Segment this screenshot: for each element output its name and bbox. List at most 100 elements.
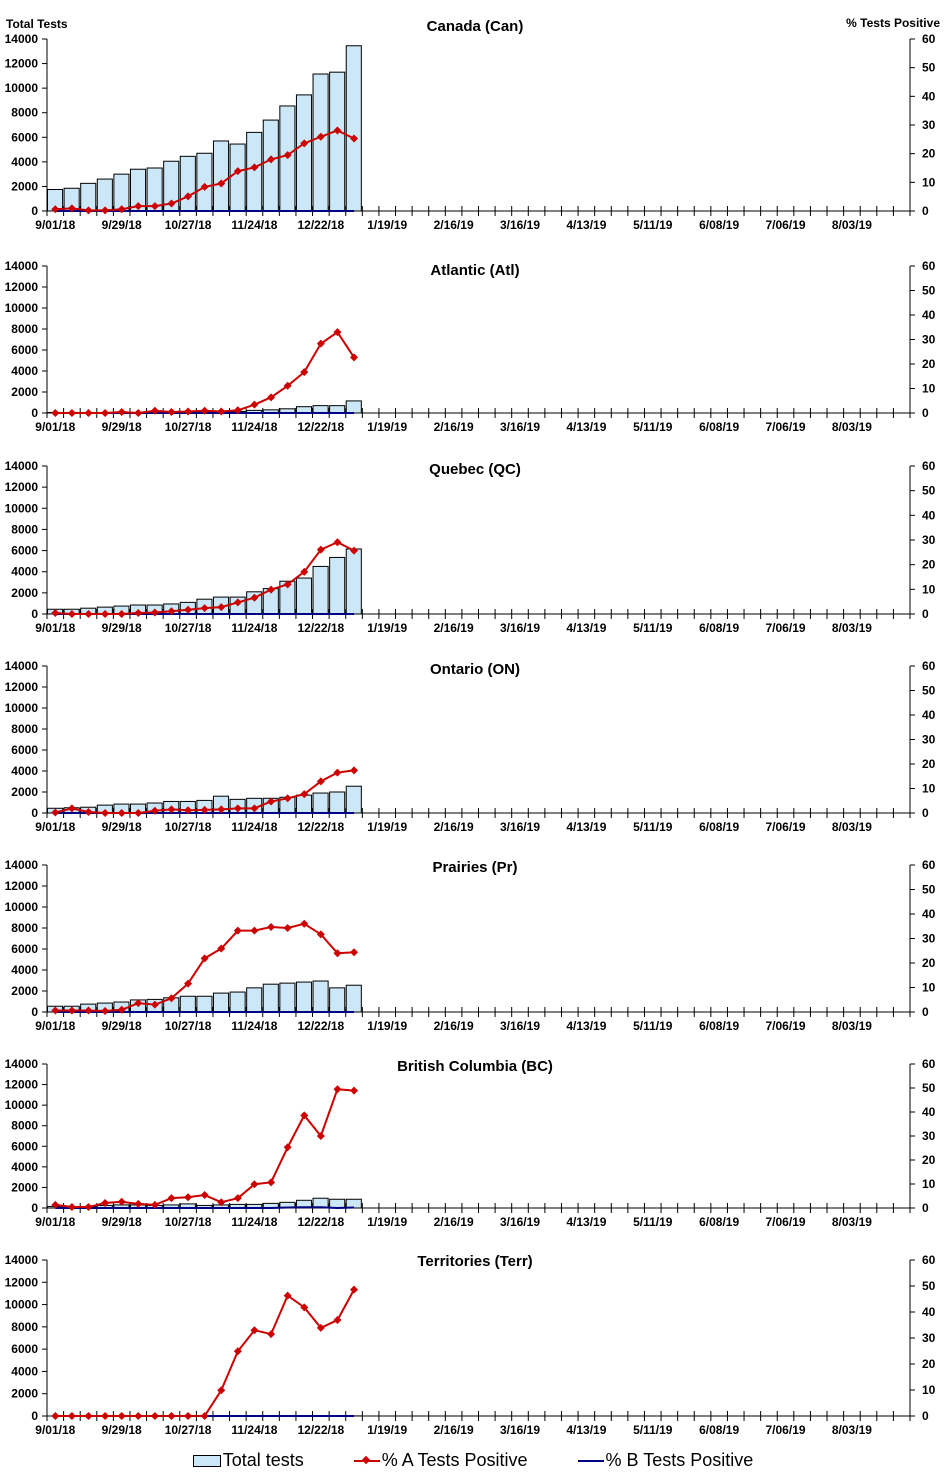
- left-tick-label: 4000: [11, 565, 38, 579]
- bar-total-tests: [329, 1198, 346, 1209]
- left-tick-label: 12000: [5, 480, 39, 494]
- y-axis-label: Total Tests: [6, 17, 68, 31]
- legend-pct-b: % B Tests Positive: [577, 1450, 754, 1471]
- right-tick-label: 50: [922, 484, 936, 498]
- point-pct-a: [217, 407, 226, 416]
- chart-title: British Columbia (BC): [397, 1058, 553, 1075]
- x-tick-label: 2/16/19: [434, 1423, 474, 1437]
- left-tick-label: 10000: [5, 701, 39, 715]
- right-tick-label: 30: [922, 733, 936, 747]
- point-pct-a: [117, 1197, 126, 1206]
- right-tick-label: 30: [922, 932, 936, 946]
- x-tick-label: 5/11/19: [633, 218, 673, 232]
- left-tick-label: 8000: [11, 722, 38, 736]
- point-pct-a: [134, 809, 143, 817]
- x-tick-label: 8/03/19: [832, 1423, 872, 1437]
- point-pct-a: [217, 944, 226, 953]
- x-tick-label: 1/19/19: [367, 1423, 407, 1437]
- x-tick-label: 3/16/19: [500, 1423, 540, 1437]
- x-tick-label: 1/19/19: [367, 820, 407, 834]
- panel-1: Atlantic (Atl) 0 2000 4000 6000 8000 10000 1200…: [5, 259, 936, 434]
- left-tick-label: 2000: [11, 1180, 38, 1194]
- point-pct-a: [217, 179, 226, 188]
- right-tick-label: 50: [922, 1081, 936, 1095]
- x-tick-label: 3/16/19: [500, 1019, 540, 1033]
- right-tick-label: 10: [922, 175, 936, 189]
- x-tick-label: 9/01/18: [35, 621, 75, 635]
- point-pct-a: [134, 609, 143, 618]
- point-pct-a: [350, 1086, 359, 1095]
- point-pct-a: [200, 954, 209, 963]
- legend-red-line-swatch: [353, 1455, 380, 1464]
- right-tick-label: 60: [922, 659, 936, 673]
- point-pct-a: [200, 604, 209, 613]
- x-tick-label: 9/01/18: [35, 420, 75, 434]
- chart-title: Prairies (Pr): [432, 859, 517, 876]
- right-tick-label: 60: [922, 259, 936, 273]
- point-pct-a: [233, 167, 242, 176]
- point-pct-a: [333, 1085, 342, 1094]
- point-pct-a: [134, 409, 143, 417]
- left-tick-label: 14000: [5, 32, 39, 46]
- x-tick-label: 10/27/18: [165, 820, 212, 834]
- left-tick-label: 8000: [11, 322, 38, 336]
- x-tick-label: 9/29/18: [102, 820, 142, 834]
- point-pct-a: [233, 1347, 242, 1356]
- point-pct-a: [51, 1412, 60, 1420]
- left-tick-label: 6000: [11, 1139, 38, 1153]
- left-tick-label: 2000: [11, 984, 38, 998]
- right-tick-label: 0: [922, 1005, 929, 1019]
- point-pct-a: [300, 1111, 309, 1120]
- point-pct-a: [217, 805, 226, 814]
- point-pct-a: [333, 1316, 342, 1325]
- x-tick-label: 5/11/19: [633, 1019, 673, 1033]
- point-pct-a: [101, 809, 110, 817]
- point-pct-a: [217, 603, 226, 612]
- x-tick-label: 9/29/18: [102, 1215, 142, 1229]
- point-pct-a: [283, 580, 292, 589]
- x-tick-label: 10/27/18: [165, 1215, 212, 1229]
- point-pct-a: [184, 979, 193, 988]
- bar-total-tests: [262, 119, 279, 212]
- x-tick-label: 4/13/19: [566, 420, 606, 434]
- point-pct-a: [250, 593, 259, 602]
- right-tick-label: 30: [922, 1129, 936, 1143]
- point-pct-a: [200, 1191, 209, 1200]
- x-tick-label: 8/03/19: [832, 820, 872, 834]
- x-tick-label: 3/16/19: [500, 218, 540, 232]
- chart-title: Atlantic (Atl): [430, 262, 519, 279]
- bar-total-tests: [345, 45, 362, 212]
- x-tick-label: 9/29/18: [102, 621, 142, 635]
- right-tick-label: 10: [922, 782, 936, 796]
- x-tick-label: 9/29/18: [102, 1423, 142, 1437]
- right-tick-label: 20: [922, 757, 936, 771]
- panel-2: Quebec (QC) 0 2000 4000 6000 8000 10000 12000 14…: [5, 459, 936, 635]
- point-pct-a: [200, 406, 209, 415]
- point-pct-a: [101, 1412, 110, 1420]
- point-pct-a: [101, 1198, 110, 1207]
- x-tick-label: 12/22/18: [297, 1019, 344, 1033]
- right-tick-label: 30: [922, 533, 936, 547]
- left-tick-label: 10000: [5, 81, 39, 95]
- point-pct-a: [167, 1412, 176, 1420]
- right-tick-label: 40: [922, 508, 936, 522]
- left-tick-label: 6000: [11, 743, 38, 757]
- left-tick-label: 14000: [5, 1057, 39, 1071]
- legend-label: % B Tests Positive: [605, 1450, 754, 1470]
- x-tick-label: 5/11/19: [633, 1423, 673, 1437]
- x-tick-label: 9/01/18: [35, 1423, 75, 1437]
- x-tick-label: 2/16/19: [434, 1215, 474, 1229]
- x-tick-label: 5/11/19: [633, 621, 673, 635]
- left-tick-label: 2000: [11, 785, 38, 799]
- x-tick-label: 10/27/18: [165, 218, 212, 232]
- point-pct-a: [350, 1285, 359, 1294]
- bar-total-tests: [113, 173, 130, 212]
- x-tick-label: 7/06/19: [766, 820, 806, 834]
- bar-total-tests: [345, 785, 362, 814]
- point-pct-a: [217, 1386, 226, 1395]
- point-pct-a: [233, 598, 242, 607]
- bar-total-tests: [212, 140, 230, 212]
- point-pct-a: [150, 608, 159, 617]
- x-tick-label: 4/13/19: [566, 1423, 606, 1437]
